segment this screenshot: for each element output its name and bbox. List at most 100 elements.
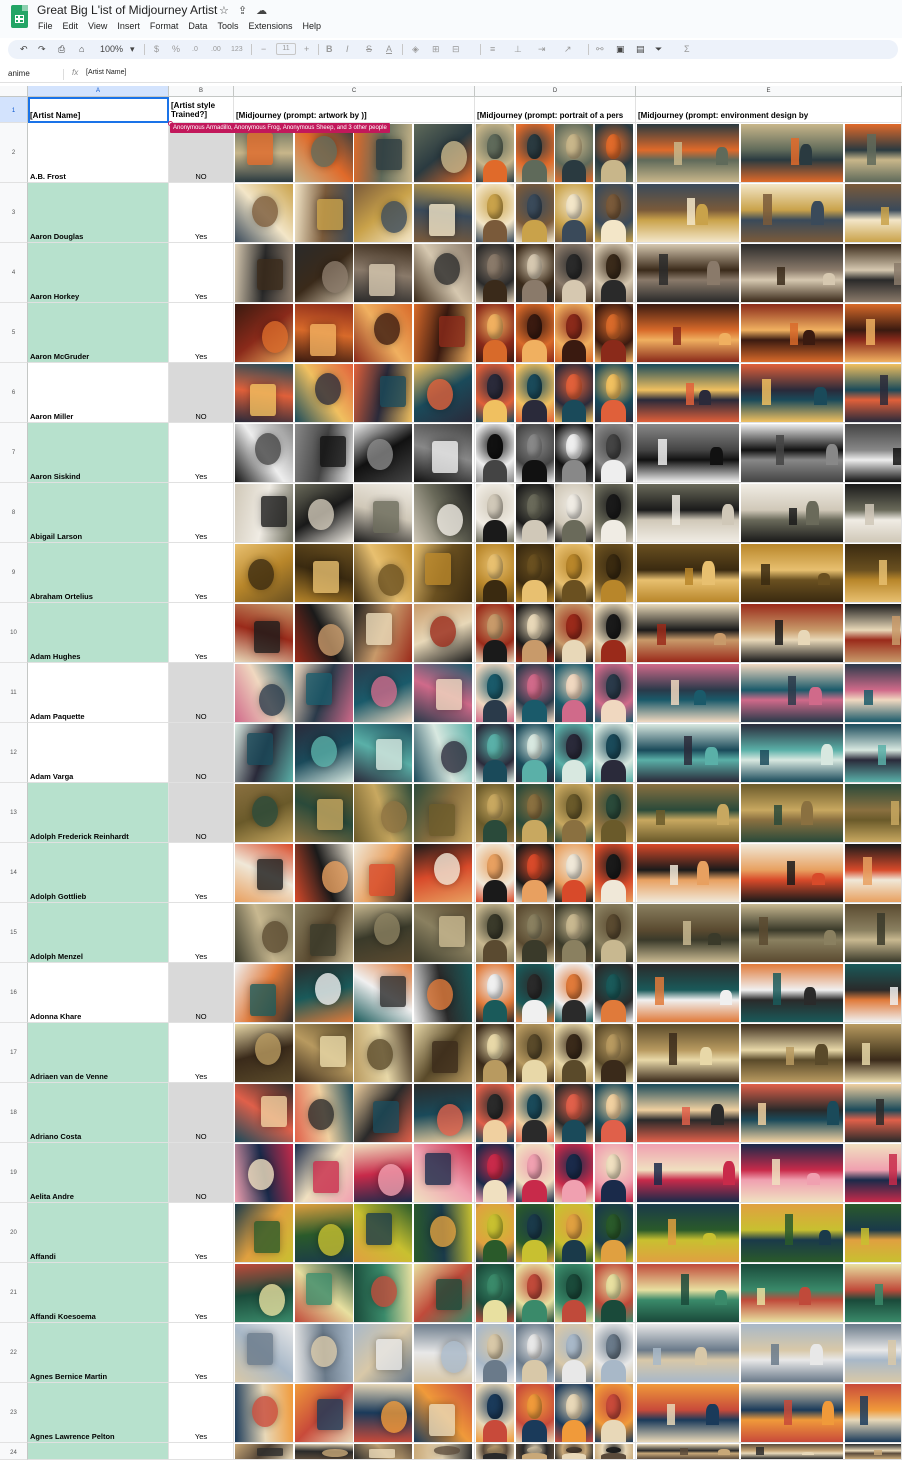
row-header-18[interactable]: 18 (0, 1083, 28, 1143)
increase-decimal-button[interactable]: .00 (211, 46, 221, 53)
environment-images-cell[interactable] (636, 303, 902, 363)
environment-images-cell[interactable] (636, 843, 902, 903)
artwork-images-cell[interactable] (234, 1083, 475, 1143)
artist-name-cell[interactable]: Aaron Siskind (28, 423, 169, 483)
style-trained-cell[interactable] (169, 1443, 234, 1460)
column-header-c[interactable]: C (234, 86, 475, 97)
header-cell-artist-name[interactable]: [Artist Name] (28, 97, 169, 123)
artist-name-cell[interactable]: Agnes Lawrence Pelton (28, 1383, 169, 1443)
environment-images-cell[interactable] (636, 363, 902, 423)
environment-images-cell[interactable] (636, 123, 902, 183)
borders-icon[interactable]: ⊞ (432, 44, 440, 54)
artist-name-cell[interactable]: Adolph Frederick Reinhardt (28, 783, 169, 843)
insert-chart-icon[interactable]: ▤ (636, 44, 645, 54)
artwork-images-cell[interactable] (234, 123, 475, 183)
font-size-decrease-button[interactable]: − (261, 44, 267, 54)
artist-name-cell[interactable]: Adam Paquette (28, 663, 169, 723)
row-header-14[interactable]: 14 (0, 843, 28, 903)
style-trained-cell[interactable]: Yes (169, 603, 234, 663)
merge-cells-icon[interactable]: ⊟ (452, 44, 460, 54)
artist-name-cell[interactable]: Aelita Andre (28, 1143, 169, 1203)
style-trained-cell[interactable]: Yes (169, 843, 234, 903)
insert-link-icon[interactable]: ⚯ (596, 44, 604, 54)
currency-button[interactable]: $ (154, 44, 160, 54)
portrait-images-cell[interactable] (475, 1323, 636, 1383)
artwork-images-cell[interactable] (234, 423, 475, 483)
portrait-images-cell[interactable] (475, 1383, 636, 1443)
row-header-17[interactable]: 17 (0, 1023, 28, 1083)
style-trained-cell[interactable]: NO (169, 1143, 234, 1203)
font-size-increase-button[interactable]: + (304, 44, 310, 54)
artwork-images-cell[interactable] (234, 1263, 475, 1323)
menu-file[interactable]: File (38, 21, 53, 31)
menu-data[interactable]: Data (188, 21, 208, 31)
formula-input[interactable]: [Artist Name] (86, 69, 127, 76)
environment-images-cell[interactable] (636, 1443, 902, 1460)
artwork-images-cell[interactable] (234, 903, 475, 963)
menu-help[interactable]: Help (302, 21, 321, 31)
menu-edit[interactable]: Edit (62, 21, 79, 31)
environment-images-cell[interactable] (636, 423, 902, 483)
artist-name-cell[interactable]: Adriano Costa (28, 1083, 169, 1143)
number-format-button[interactable]: 123 (231, 46, 243, 53)
style-trained-cell[interactable]: Yes (169, 303, 234, 363)
row-header-1[interactable]: 1 (0, 97, 28, 123)
text-color-button[interactable]: A (386, 44, 393, 54)
column-header-d[interactable]: D (475, 86, 636, 97)
artist-name-cell[interactable]: Affandi Koesoema (28, 1263, 169, 1323)
row-header-24[interactable]: 24 (0, 1443, 28, 1460)
style-trained-cell[interactable]: Yes (169, 1203, 234, 1263)
row-header-7[interactable]: 7 (0, 423, 28, 483)
artwork-images-cell[interactable] (234, 723, 475, 783)
portrait-images-cell[interactable] (475, 723, 636, 783)
environment-images-cell[interactable] (636, 903, 902, 963)
style-trained-cell[interactable]: NO (169, 723, 234, 783)
portrait-images-cell[interactable] (475, 963, 636, 1023)
header-cell-style-trained[interactable]: [Artist style Trained?] (169, 97, 234, 123)
font-size-input[interactable]: 11 (276, 43, 296, 55)
style-trained-cell[interactable]: Yes (169, 1323, 234, 1383)
environment-images-cell[interactable] (636, 183, 902, 243)
environment-images-cell[interactable] (636, 783, 902, 843)
environment-images-cell[interactable] (636, 1143, 902, 1203)
artwork-images-cell[interactable] (234, 363, 475, 423)
style-trained-cell[interactable]: Yes (169, 543, 234, 603)
artwork-images-cell[interactable] (234, 843, 475, 903)
artwork-images-cell[interactable] (234, 1383, 475, 1443)
text-rotation-icon[interactable]: ↗ (564, 44, 572, 54)
artist-name-cell[interactable]: Aaron Miller (28, 363, 169, 423)
style-trained-cell[interactable]: NO (169, 1083, 234, 1143)
text-wrapping-icon[interactable]: ⇥ (538, 44, 546, 54)
row-header-5[interactable]: 5 (0, 303, 28, 363)
portrait-images-cell[interactable] (475, 1023, 636, 1083)
environment-images-cell[interactable] (636, 963, 902, 1023)
column-header-b[interactable]: B (169, 86, 234, 97)
artwork-images-cell[interactable] (234, 243, 475, 303)
environment-images-cell[interactable] (636, 1323, 902, 1383)
style-trained-cell[interactable]: NO (169, 363, 234, 423)
menu-tools[interactable]: Tools (217, 21, 239, 31)
environment-images-cell[interactable] (636, 603, 902, 663)
artist-name-cell[interactable]: Aaron Horkey (28, 243, 169, 303)
portrait-images-cell[interactable] (475, 1143, 636, 1203)
artwork-images-cell[interactable] (234, 1143, 475, 1203)
portrait-images-cell[interactable] (475, 903, 636, 963)
environment-images-cell[interactable] (636, 1023, 902, 1083)
redo-icon[interactable]: ↷ (38, 44, 46, 54)
artist-name-cell[interactable]: Adam Hughes (28, 603, 169, 663)
italic-button[interactable]: I (346, 44, 349, 54)
portrait-images-cell[interactable] (475, 1263, 636, 1323)
portrait-images-cell[interactable] (475, 243, 636, 303)
name-box[interactable]: anime (8, 69, 30, 78)
portrait-images-cell[interactable] (475, 183, 636, 243)
paint-format-icon[interactable]: ⌂ (79, 44, 85, 54)
artist-name-cell[interactable]: Abigail Larson (28, 483, 169, 543)
artwork-images-cell[interactable] (234, 1023, 475, 1083)
menu-extensions[interactable]: Extensions (248, 21, 293, 31)
portrait-images-cell[interactable] (475, 663, 636, 723)
artist-name-cell[interactable]: Adonna Khare (28, 963, 169, 1023)
row-header-19[interactable]: 19 (0, 1143, 28, 1203)
row-header-20[interactable]: 20 (0, 1203, 28, 1263)
artist-name-cell[interactable]: Affandi (28, 1203, 169, 1263)
environment-images-cell[interactable] (636, 243, 902, 303)
